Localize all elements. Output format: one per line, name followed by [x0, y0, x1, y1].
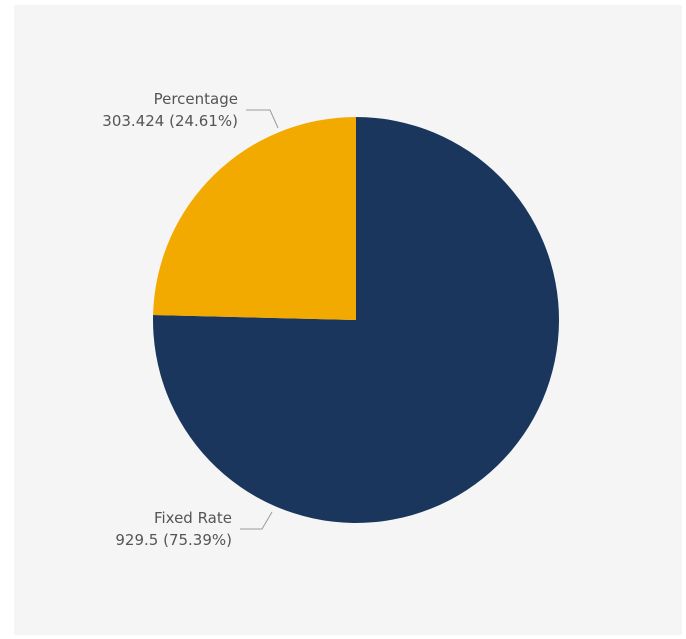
slice-fixed-rate[interactable] [153, 117, 560, 523]
label-value-fixed-rate: 929.5 (75.39%) [115, 531, 232, 549]
leader-line-percentage [246, 109, 279, 129]
slice-percentage[interactable] [153, 117, 356, 320]
leader-line-fixed-rate [240, 511, 273, 530]
pie-labels: Fixed Rate 929.5 (75.39%) Percentage 303.42… [102, 90, 279, 549]
label-value-percentage: 303.424 (24.61%) [102, 112, 238, 130]
label-name-percentage: Percentage [154, 90, 238, 108]
label-name-fixed-rate: Fixed Rate [154, 509, 232, 527]
pie-slices [153, 117, 560, 523]
